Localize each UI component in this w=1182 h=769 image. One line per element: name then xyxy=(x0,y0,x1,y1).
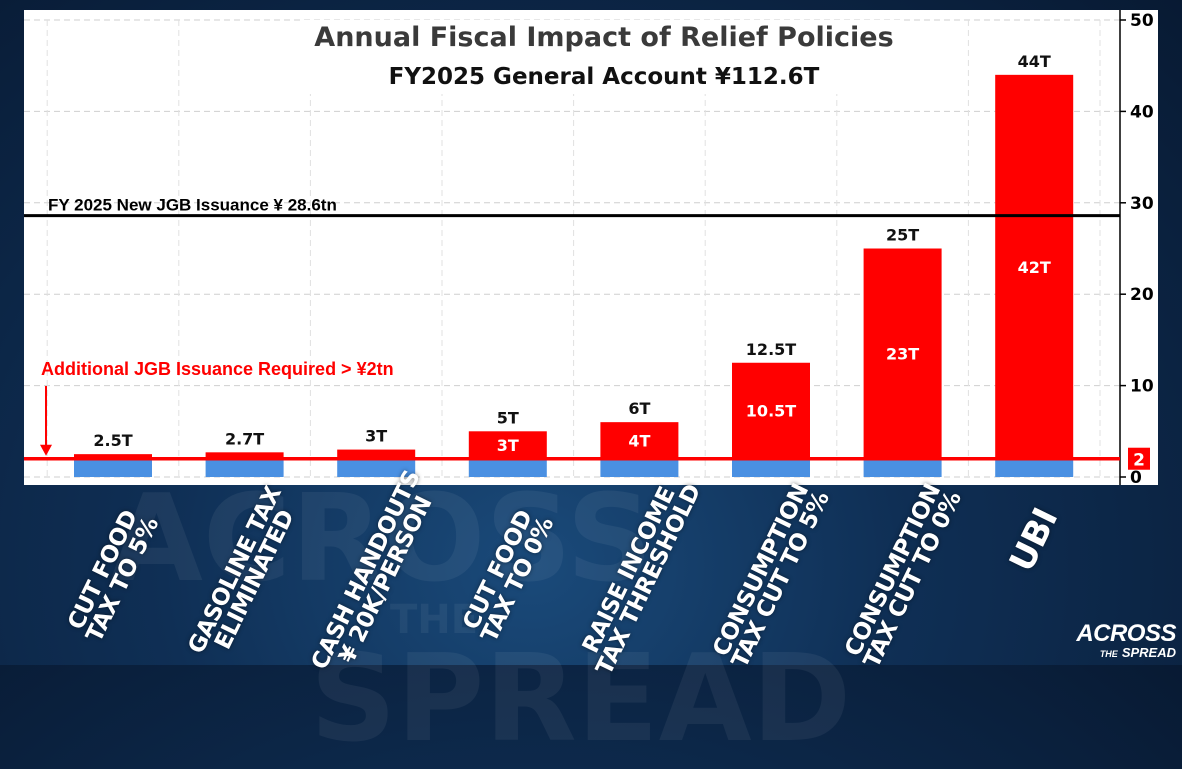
bar-total-label-0: 2.5T xyxy=(93,431,132,450)
category-label-6: CONSUMPTION TAX CUT TO 0% xyxy=(839,479,967,673)
bar-additional-7 xyxy=(995,74,1074,459)
bar-baseline-5 xyxy=(732,458,810,477)
bar-additional-5 xyxy=(732,362,810,459)
category-label-5: CONSUMPTION TAX CUT TO 5% xyxy=(708,479,835,673)
category-label-1: GASOLINE TAX ELIMINATED xyxy=(183,482,300,658)
bar-inner-label-5: 10.5T xyxy=(746,402,796,421)
logo-spread-text: SPREAD xyxy=(1121,645,1176,660)
bar-total-label-6: 25T xyxy=(886,226,919,245)
y-tick-label-4: 40 xyxy=(1130,102,1154,122)
logo-the-text: THE xyxy=(1099,649,1118,659)
y-tick-label-0: 0 xyxy=(1130,468,1142,485)
bar-baseline-4 xyxy=(600,458,679,477)
across-the-spread-logo: ACROSS THE SPREAD xyxy=(1076,622,1176,661)
y-tick-label-1: 10 xyxy=(1130,377,1154,397)
bar-total-label-2: 3T xyxy=(365,427,387,446)
y-tick-label-5: 50 xyxy=(1130,11,1154,31)
bar-total-label-3: 5T xyxy=(497,408,519,427)
logo-bottom-text: THE SPREAD xyxy=(1076,646,1176,661)
bar-baseline-1 xyxy=(205,458,284,477)
category-label-2: CASH HANDOUTS ¥ 20K/PERSON xyxy=(306,466,438,674)
y-tick-label-2: 20 xyxy=(1130,285,1154,305)
bar-additional-2 xyxy=(337,449,416,459)
chart-canvas: 0 10 20 30 40 50 2.5T 2.7T 3T 5T 3T 6T 4T 12.5T 10.5T 2… xyxy=(24,10,1154,485)
bar-total-label-7: 44T xyxy=(1018,52,1051,71)
additional-jgb-label: Additional JGB Issuance Required > ¥2tn xyxy=(41,359,394,379)
bar-total-label-5: 12.5T xyxy=(746,340,796,359)
bar-inner-label-6: 23T xyxy=(886,345,919,364)
bar-baseline-7 xyxy=(995,458,1074,477)
bar-additional-3 xyxy=(468,431,547,459)
bar-inner-label-4: 4T xyxy=(628,431,650,450)
chart-title: Annual Fiscal Impact of Relief Policies xyxy=(314,22,893,53)
bar-total-label-1: 2.7T xyxy=(225,429,264,448)
bar-inner-label-3: 3T xyxy=(497,436,519,455)
bar-baseline-2 xyxy=(337,458,416,477)
chart-subtitle: FY2025 General Account ¥112.6T xyxy=(389,64,820,90)
bar-additional-1 xyxy=(205,452,284,459)
category-label-0: CUT FOOD TAX TO 5% xyxy=(63,506,165,647)
bar-baseline-3 xyxy=(468,458,547,477)
title-backdrop xyxy=(304,20,904,94)
bar-baseline-0 xyxy=(74,458,152,477)
category-label-4: RAISE INCOME TAX THRESHOLD xyxy=(578,480,707,680)
bar-inner-label-7: 42T xyxy=(1018,258,1051,277)
chart-panel: 0 10 20 30 40 50 2.5T 2.7T 3T 5T 3T 6T 4T 12.5T 10.5T 2… xyxy=(24,10,1158,485)
category-label-3: CUT FOOD TAX TO 0% xyxy=(457,506,560,647)
arrow-down-icon xyxy=(40,444,52,456)
axis-badge-background xyxy=(1128,447,1150,470)
bar-total-label-4: 6T xyxy=(628,399,650,418)
bar-additional-0 xyxy=(74,454,152,459)
axis-badge-label: 2 xyxy=(1133,451,1145,471)
category-label-7: UBI xyxy=(1002,502,1067,578)
y-tick-label-3: 30 xyxy=(1130,194,1154,214)
bar-baseline-6 xyxy=(863,458,942,477)
logo-top-text: ACROSS xyxy=(1076,620,1176,647)
bar-additional-6 xyxy=(863,248,942,459)
jgb-issuance-label: FY 2025 New JGB Issuance ¥ 28.6tn xyxy=(48,196,337,215)
bar-additional-4 xyxy=(600,422,679,459)
